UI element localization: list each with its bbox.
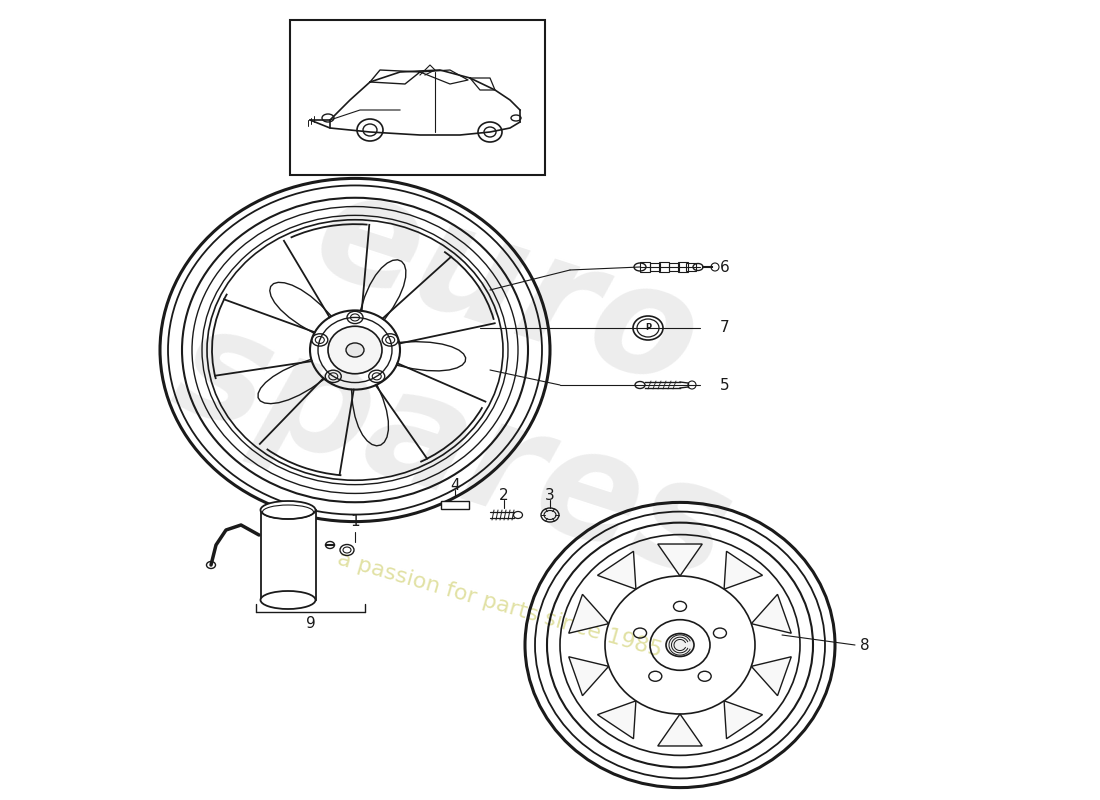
Bar xyxy=(678,262,688,272)
Text: 8: 8 xyxy=(860,638,870,653)
Polygon shape xyxy=(569,594,608,634)
Polygon shape xyxy=(597,551,636,589)
Text: a passion for parts since 1985: a passion for parts since 1985 xyxy=(336,549,664,661)
Ellipse shape xyxy=(328,326,382,374)
Bar xyxy=(441,501,469,509)
Ellipse shape xyxy=(261,501,316,519)
Polygon shape xyxy=(751,594,791,634)
Text: 3: 3 xyxy=(546,487,554,502)
Bar xyxy=(650,263,660,271)
Bar xyxy=(261,510,316,600)
Text: 7: 7 xyxy=(720,321,729,335)
Text: 5: 5 xyxy=(720,378,729,393)
Polygon shape xyxy=(658,714,702,746)
Text: 9: 9 xyxy=(306,617,316,631)
Polygon shape xyxy=(724,551,762,589)
Polygon shape xyxy=(751,657,791,696)
Text: P: P xyxy=(645,323,651,333)
Bar xyxy=(686,263,696,271)
Polygon shape xyxy=(724,701,762,738)
Bar xyxy=(290,20,544,175)
Bar xyxy=(659,262,669,272)
Bar xyxy=(669,263,679,271)
Ellipse shape xyxy=(261,591,316,609)
Polygon shape xyxy=(569,657,608,696)
Polygon shape xyxy=(597,701,636,738)
Text: 4: 4 xyxy=(450,478,460,493)
Text: 1: 1 xyxy=(350,514,360,530)
Bar xyxy=(640,262,650,272)
Text: 2: 2 xyxy=(499,487,509,502)
Ellipse shape xyxy=(666,634,694,657)
Ellipse shape xyxy=(346,343,364,357)
Polygon shape xyxy=(658,544,702,576)
Text: euro
spares: euro spares xyxy=(157,129,802,611)
Text: 6: 6 xyxy=(720,259,729,274)
